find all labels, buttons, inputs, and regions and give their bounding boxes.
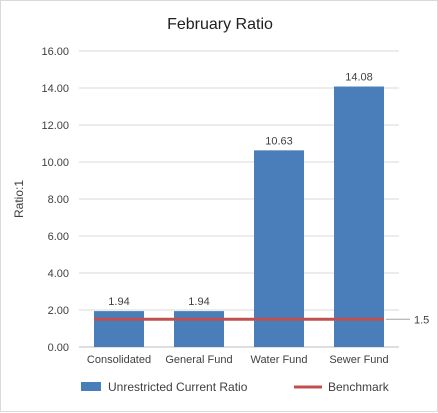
x-tick-label: Water Fund bbox=[250, 354, 307, 366]
x-axis-labels: Consolidated General Fund Water Fund Sewer … bbox=[87, 354, 389, 366]
legend: Unrestricted Current Ratio Benchmark bbox=[81, 380, 390, 394]
bar bbox=[174, 311, 224, 347]
y-tick-label: 14.00 bbox=[41, 83, 69, 95]
y-tick-label: 16.00 bbox=[41, 46, 69, 58]
legend-swatch-bars bbox=[81, 382, 101, 391]
gridlines bbox=[79, 50, 399, 348]
y-axis-title: Ratio:1 bbox=[12, 180, 26, 218]
bar bbox=[94, 311, 144, 347]
bar-data-label: 10.63 bbox=[265, 135, 293, 147]
bar-series bbox=[94, 86, 384, 348]
x-tick-label: Sewer Fund bbox=[329, 354, 388, 366]
legend-label-bars: Unrestricted Current Ratio bbox=[108, 380, 248, 394]
x-tick-label: Consolidated bbox=[87, 354, 151, 366]
bar bbox=[254, 150, 304, 347]
y-tick-label: 6.00 bbox=[48, 231, 69, 243]
x-tick-label: General Fund bbox=[165, 354, 232, 366]
bar-data-label: 14.08 bbox=[345, 72, 373, 84]
y-tick-label: 2.00 bbox=[48, 305, 69, 317]
bar-data-label: 1.94 bbox=[188, 296, 209, 308]
y-tick-label: 8.00 bbox=[48, 194, 69, 206]
y-tick-label: 10.00 bbox=[41, 157, 69, 169]
y-axis-ticks: 0.00 2.00 4.00 6.00 8.00 10.00 12.00 14.00 16.00 bbox=[41, 46, 69, 354]
y-tick-label: 0.00 bbox=[48, 342, 69, 354]
legend-label-benchmark: Benchmark bbox=[328, 380, 390, 394]
y-tick-label: 12.00 bbox=[41, 120, 69, 132]
bar-data-label: 1.94 bbox=[108, 296, 129, 308]
data-labels: 1.94 1.94 10.63 14.08 bbox=[108, 72, 372, 309]
benchmark-series: 1.5 bbox=[94, 314, 429, 326]
chart-title: February Ratio bbox=[167, 16, 273, 33]
bar bbox=[334, 86, 384, 348]
y-tick-label: 4.00 bbox=[48, 268, 69, 280]
benchmark-data-label: 1.5 bbox=[414, 314, 429, 326]
